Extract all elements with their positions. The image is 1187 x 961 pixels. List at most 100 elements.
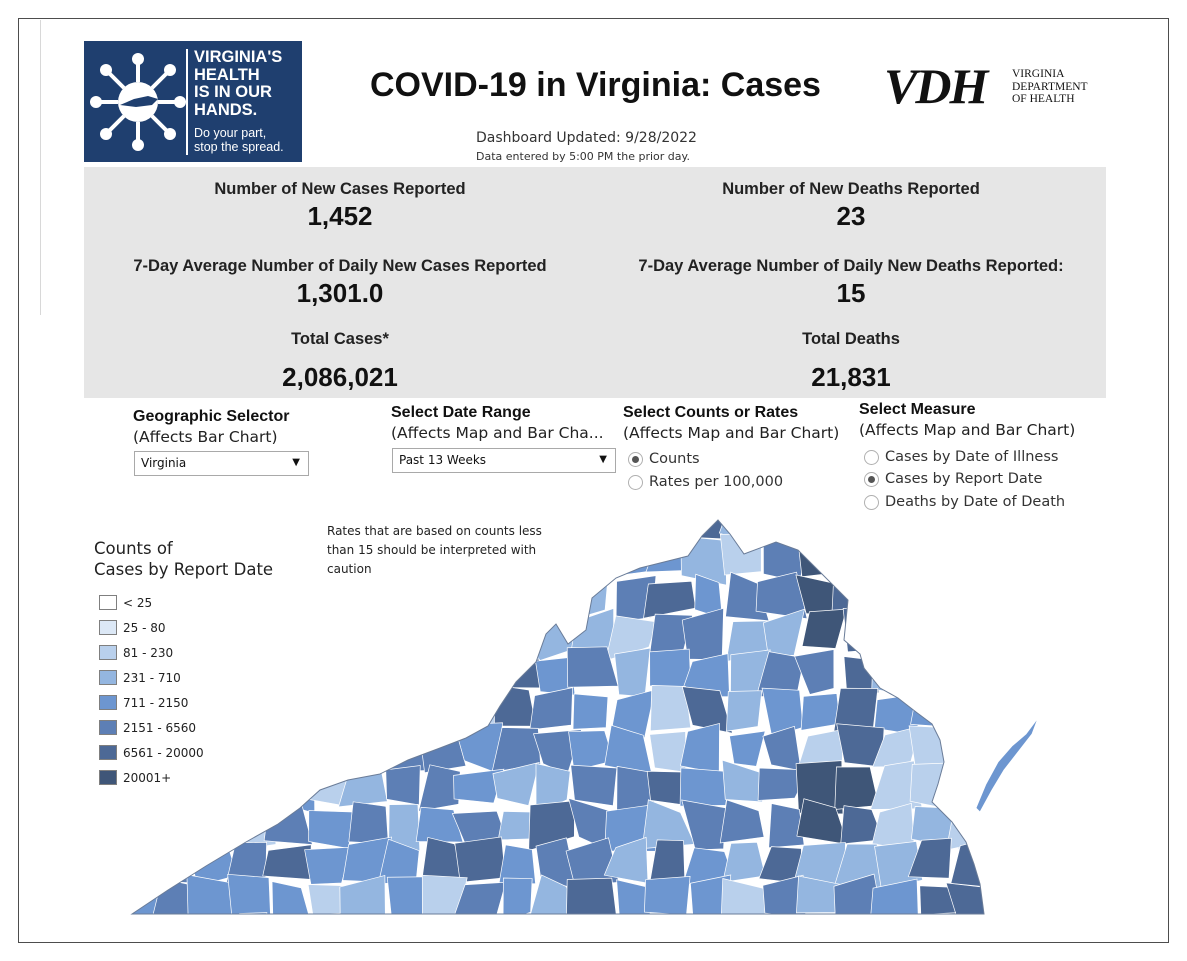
county-region[interactable] [1023, 532, 1058, 580]
county-region[interactable] [990, 512, 1034, 542]
county-region[interactable] [528, 800, 575, 852]
county-region[interactable] [349, 569, 390, 625]
county-region[interactable] [128, 536, 157, 578]
county-region[interactable] [566, 512, 609, 533]
county-region[interactable] [454, 836, 506, 883]
county-region[interactable] [682, 913, 734, 927]
county-region[interactable] [917, 645, 960, 694]
county-region[interactable] [762, 608, 806, 657]
county-region[interactable] [907, 542, 959, 584]
county-region[interactable] [491, 571, 540, 618]
county-region[interactable] [302, 734, 355, 767]
county-region[interactable] [985, 920, 1030, 927]
county-region[interactable] [720, 878, 771, 922]
county-region[interactable] [681, 686, 734, 734]
county-region[interactable] [572, 693, 609, 730]
county-region[interactable] [341, 611, 386, 657]
county-region[interactable] [454, 573, 495, 613]
county-region[interactable] [914, 512, 958, 543]
county-region[interactable] [489, 512, 538, 549]
county-region[interactable] [128, 575, 162, 610]
county-region[interactable] [491, 727, 541, 773]
county-region[interactable] [1024, 653, 1058, 695]
county-region[interactable] [611, 512, 645, 537]
county-region[interactable] [338, 762, 388, 808]
county-region[interactable] [385, 765, 421, 806]
county-region[interactable] [271, 881, 312, 927]
county-region[interactable] [149, 533, 193, 583]
county-region[interactable] [229, 770, 267, 813]
county-region[interactable] [385, 533, 421, 586]
county-region[interactable] [308, 810, 355, 849]
county-region[interactable] [339, 730, 391, 773]
county-region[interactable] [1027, 803, 1058, 842]
county-region[interactable] [151, 650, 190, 689]
county-region[interactable] [947, 576, 997, 621]
county-region[interactable] [413, 690, 466, 739]
county-region[interactable] [874, 531, 916, 578]
county-region[interactable] [312, 540, 343, 582]
county-region[interactable] [375, 610, 422, 659]
county-region[interactable] [945, 807, 996, 851]
county-region[interactable] [838, 512, 886, 543]
county-region[interactable] [755, 571, 808, 620]
county-region[interactable] [1033, 687, 1058, 736]
county-region[interactable] [949, 613, 998, 660]
county-region[interactable] [455, 919, 500, 927]
county-region[interactable] [843, 542, 874, 578]
county-region[interactable] [128, 840, 164, 887]
county-region[interactable] [645, 512, 694, 534]
county-region[interactable] [348, 687, 384, 736]
county-region[interactable] [529, 687, 573, 731]
county-region[interactable] [188, 617, 232, 655]
county-region[interactable] [680, 723, 720, 774]
county-region[interactable] [535, 570, 582, 619]
county-region[interactable] [150, 923, 197, 927]
county-region[interactable] [833, 920, 883, 927]
county-region[interactable] [339, 875, 386, 926]
county-region[interactable] [871, 647, 920, 698]
county-region[interactable] [454, 648, 505, 693]
county-region[interactable] [128, 728, 156, 761]
county-region[interactable] [644, 875, 691, 915]
county-region[interactable] [190, 721, 235, 766]
county-region[interactable] [607, 917, 656, 927]
county-region[interactable] [909, 607, 951, 659]
county-region[interactable] [649, 685, 692, 732]
county-region[interactable] [795, 512, 847, 548]
county-region[interactable] [721, 759, 769, 803]
date-range-select[interactable]: Past 13 Weeks ▼ [392, 448, 616, 473]
county-region[interactable] [566, 877, 618, 922]
county-region[interactable] [719, 924, 767, 927]
county-region[interactable] [226, 512, 272, 540]
county-region[interactable] [161, 569, 190, 614]
county-region[interactable] [528, 919, 577, 927]
county-region[interactable] [386, 876, 429, 918]
county-region[interactable] [346, 917, 390, 927]
county-region[interactable] [876, 512, 924, 545]
county-region[interactable] [231, 622, 275, 660]
radio-cases-report[interactable]: Cases by Report Date [864, 471, 1042, 487]
county-region[interactable] [948, 654, 989, 699]
county-region[interactable] [152, 723, 190, 771]
county-region[interactable] [224, 546, 276, 577]
county-region[interactable] [719, 799, 765, 844]
county-region[interactable] [761, 687, 804, 738]
county-region[interactable] [907, 837, 952, 879]
county-region[interactable] [719, 533, 762, 576]
county-region[interactable] [499, 915, 541, 927]
county-region[interactable] [948, 917, 997, 927]
county-region[interactable] [1023, 512, 1058, 541]
county-region[interactable] [271, 649, 313, 697]
county-region[interactable] [985, 541, 1031, 580]
county-region[interactable] [801, 608, 847, 649]
county-region[interactable] [530, 512, 580, 544]
county-region[interactable] [729, 730, 766, 767]
county-region[interactable] [186, 537, 229, 583]
county-region[interactable] [264, 536, 316, 586]
county-region[interactable] [344, 512, 388, 543]
county-region[interactable] [794, 649, 835, 695]
county-region[interactable] [128, 653, 151, 695]
radio-rates[interactable]: Rates per 100,000 [628, 474, 783, 490]
county-region[interactable] [262, 512, 307, 548]
